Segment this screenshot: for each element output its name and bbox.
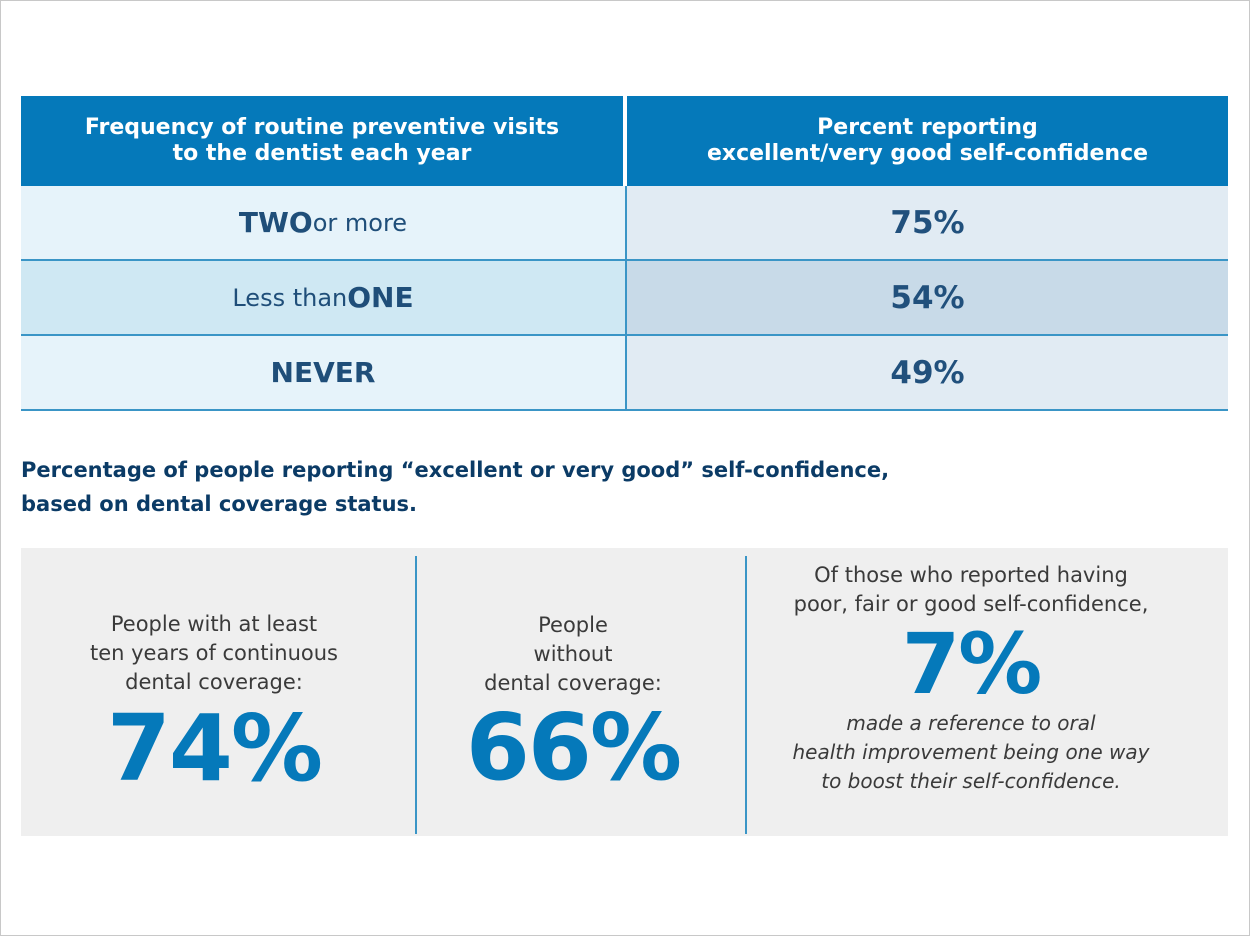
row-label-emphasis: TWO [238, 206, 313, 239]
row-label-rest: Less than [232, 283, 348, 312]
stat-note: made a reference to oral health improvem… [792, 711, 1150, 793]
table-header: Frequency of routine preventive visits t… [21, 96, 1228, 186]
header-percent: Percent reporting excellent/very good se… [627, 96, 1228, 186]
stat-value: 74% [106, 695, 323, 802]
stat-continuous-coverage: People with at least ten years of contin… [29, 610, 399, 799]
coverage-stats-panel: People with at least ten years of contin… [21, 548, 1228, 836]
coverage-subtitle: Percentage of people reporting “excellen… [21, 458, 890, 516]
stat-no-coverage: People without dental coverage: 66% [419, 611, 727, 798]
stat-value: 7% [901, 615, 1043, 713]
row-label: TWO or more [21, 186, 627, 259]
panel-divider [745, 556, 747, 834]
row-value: 54% [627, 261, 1228, 334]
table-row: TWO or more 75% [21, 186, 1228, 261]
panel-divider [415, 556, 417, 834]
row-label: NEVER [21, 336, 627, 409]
stat-value: 66% [465, 694, 682, 801]
stat-caption: People with at least ten years of contin… [89, 612, 338, 694]
row-value: 75% [627, 186, 1228, 259]
row-label: Less than ONE [21, 261, 627, 334]
stat-oral-health-reference: Of those who reported having poor, fair … [749, 561, 1193, 796]
row-value: 49% [627, 336, 1228, 409]
row-label-rest: or more [312, 208, 408, 237]
stat-caption: Of those who reported having poor, fair … [793, 563, 1149, 616]
visits-confidence-table: Frequency of routine preventive visits t… [21, 96, 1228, 411]
header-frequency: Frequency of routine preventive visits t… [21, 96, 623, 186]
stat-caption: People without dental coverage: [484, 613, 662, 695]
row-label-emphasis: ONE [347, 281, 414, 314]
table-row: Less than ONE 54% [21, 261, 1228, 336]
table-row: NEVER 49% [21, 336, 1228, 411]
row-label-emphasis: NEVER [270, 356, 376, 389]
